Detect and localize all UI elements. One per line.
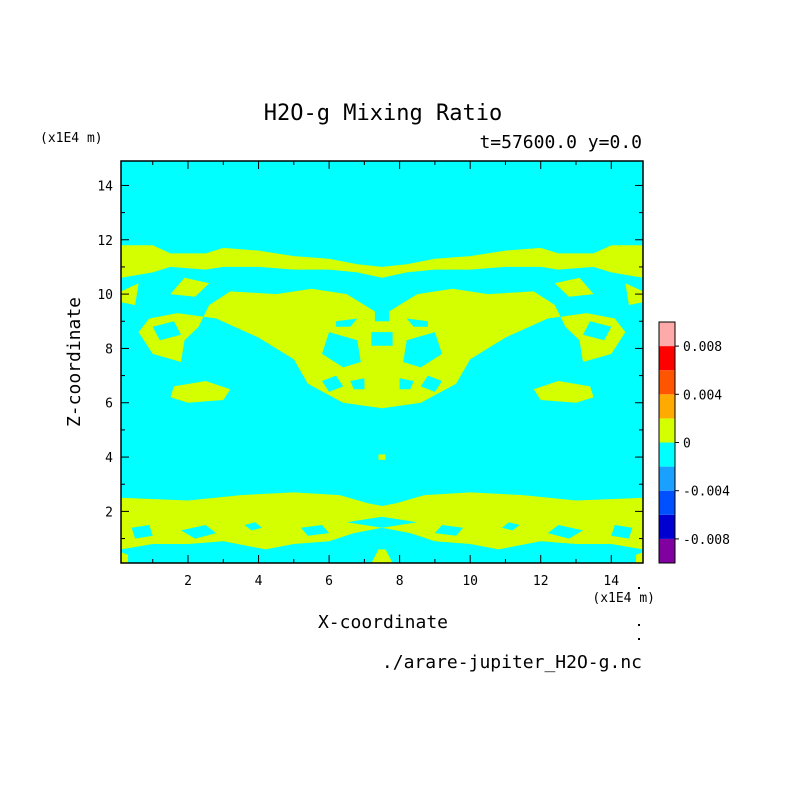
colorbar-band [659, 322, 675, 347]
contour-region [121, 245, 643, 278]
plot-layer [120, 160, 644, 564]
contour-region [625, 283, 643, 305]
contour-hole [350, 378, 365, 390]
contour-hole [244, 522, 263, 531]
x-axis: 2 4 6 8 10 12 14 [152, 161, 619, 589]
y-axis: 2 4 6 8 10 12 14 [97, 179, 643, 540]
contour-hole [131, 525, 153, 539]
y-axis-unit: (x1E4 m) [40, 131, 103, 146]
corner-markers [638, 587, 640, 640]
contour-hole [181, 525, 217, 539]
contour-hole [346, 516, 418, 528]
contour-hole [611, 525, 633, 539]
colorbar-band [659, 346, 675, 371]
colorbar-tick-label: -0.004 [683, 485, 730, 500]
chart-title: H2O-g Mixing Ratio [264, 101, 502, 126]
contour-region [533, 381, 594, 403]
contour-region [635, 552, 643, 563]
colorbar-tick-label: 0.004 [683, 388, 722, 403]
contour-hole [420, 375, 442, 392]
y-tick-label: 8 [105, 342, 113, 357]
contour-region [121, 552, 129, 563]
corner-dot [638, 587, 640, 589]
contour-hole [547, 525, 583, 539]
contour-hole [374, 310, 390, 322]
y-tick-label: 4 [105, 451, 113, 466]
x-tick-label: 2 [184, 574, 192, 589]
contour-spot [378, 454, 386, 460]
colorbar-band [659, 418, 675, 443]
contour-region [371, 549, 393, 563]
y-axis-label: Z-coordinate [64, 297, 85, 427]
source-filename: ./arare-jupiter_H2O-g.nc [382, 652, 642, 673]
contour-hole [399, 378, 414, 390]
contour-hole [300, 525, 330, 536]
colorbar-band [659, 442, 675, 467]
corner-dot [638, 624, 640, 626]
colorbar-band [659, 514, 675, 539]
y-tick-label: 12 [97, 234, 113, 249]
y-tick-label: 6 [105, 397, 113, 412]
contour-hole [501, 522, 520, 531]
contour-hole [434, 525, 464, 536]
y-tick-label: 10 [97, 288, 113, 303]
contour-region [170, 381, 231, 403]
colorbar-band [659, 466, 675, 491]
colorbar-band [659, 394, 675, 419]
y-tick-label: 2 [105, 505, 113, 520]
x-tick-label: 12 [533, 574, 549, 589]
contour-hole [406, 318, 428, 327]
contour-hole [583, 321, 612, 341]
contour-hole [336, 318, 358, 327]
x-axis-label: X-coordinate [318, 612, 448, 633]
x-tick-label: 10 [462, 574, 478, 589]
contour-region [138, 288, 626, 409]
contour-hole [371, 332, 393, 346]
contour-region [170, 277, 210, 297]
x-axis-unit: (x1E4 m) [592, 591, 655, 606]
colorbar-tick-label: 0 [683, 437, 691, 452]
x-tick-label: 14 [603, 574, 619, 589]
colorbar-tick-label: -0.008 [683, 533, 730, 548]
colorbar-tick-label: 0.008 [683, 340, 722, 355]
chart-subtitle: t=57600.0 y=0.0 [479, 132, 642, 153]
contour-region [121, 283, 139, 305]
contour-hole [322, 332, 361, 368]
colorbar-band [659, 538, 675, 563]
colorbar-band [659, 370, 675, 395]
x-tick-label: 6 [325, 574, 333, 589]
contour-region [554, 277, 594, 297]
contour-hole [403, 332, 442, 368]
x-tick-label: 8 [396, 574, 404, 589]
colorbar: 0.008 0.004 0 -0.004 -0.008 [658, 321, 730, 564]
plot-frame [120, 160, 644, 564]
contour-regions [121, 245, 643, 563]
colorbar-band [659, 490, 675, 515]
x-tick-label: 4 [255, 574, 263, 589]
contour-hole [152, 321, 181, 341]
contour-hole [322, 375, 344, 392]
corner-dot [638, 638, 640, 640]
y-tick-label: 14 [97, 179, 113, 194]
